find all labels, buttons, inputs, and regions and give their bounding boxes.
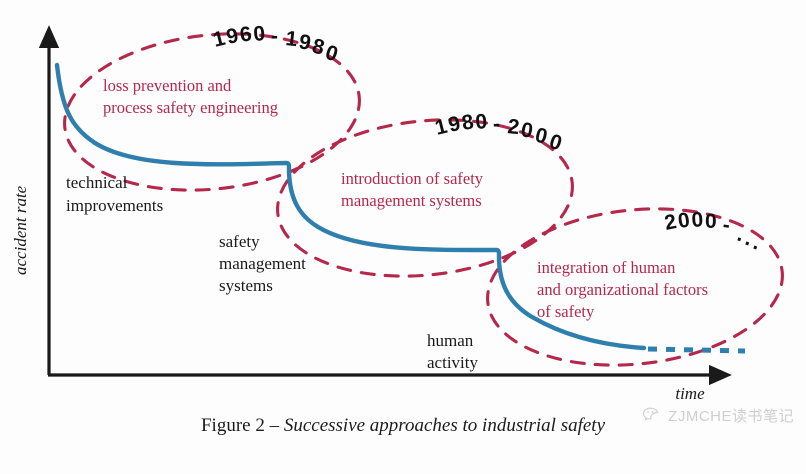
figure-caption-title: Successive approaches to industrial safe…	[283, 415, 606, 436]
era2-char: 0	[519, 118, 535, 143]
era2-char: 8	[460, 110, 475, 135]
era-2000-onward-theme-line3: of safety	[537, 302, 595, 321]
era-1980-2000: 1 9 8 0 - 2 0 0 0 introduction of safety…	[219, 110, 565, 295]
driver-technical-improvements-line1: technical	[66, 173, 128, 192]
era3-char: 0	[705, 210, 717, 233]
driver-human-activity-line2: activity	[427, 353, 478, 372]
figure-caption: Figure 2 – Successive approaches to indu…	[0, 415, 806, 437]
era1-char: -	[271, 25, 278, 48]
era1-char: 9	[297, 30, 313, 55]
driver-technical-improvements-line2: improvements	[66, 196, 163, 215]
driver-safety-management-systems-line1: safety	[219, 232, 260, 251]
ellipse-era-2000-onward	[486, 207, 784, 367]
watermark-text: ZJMCHE读书笔记	[668, 408, 794, 425]
era-2000-onward-theme-line2: and organizational factors	[537, 280, 708, 299]
era3-char: 0	[676, 209, 691, 233]
era3-char: -	[721, 213, 731, 237]
era2-char: 0	[474, 110, 488, 134]
era-ellipses-group	[63, 32, 784, 367]
driver-safety-management-systems-line2: management	[219, 254, 306, 273]
era2-char: 0	[533, 124, 550, 149]
era1-char: 9	[224, 24, 240, 49]
era2-char: 0	[546, 130, 564, 155]
era-2000-onward-theme-line1: integration of human	[537, 258, 675, 277]
era-1960-1980-theme-line1: loss prevention and	[103, 76, 232, 95]
wechat-icon	[643, 407, 663, 424]
axes-group: accident rate time	[11, 25, 732, 403]
accident-rate-curve-group	[54, 62, 746, 354]
era-1960-1980-theme-line2: process safety engineering	[103, 98, 278, 117]
driver-safety-management-systems-line3: systems	[219, 276, 273, 295]
era-2000-onward-period-label: 2 0 0 0 - . . .	[663, 208, 764, 254]
figure-caption-prefix: Figure 2 –	[200, 415, 284, 436]
era-1980-2000-theme-line2: management systems	[341, 191, 482, 210]
accident-rate-curve	[54, 62, 647, 351]
era-1980-2000-period-label: 1 9 8 0 - 2 0 0 0	[433, 110, 565, 155]
accident-rate-curve-projection	[647, 346, 746, 354]
era1-char: 1	[284, 27, 298, 51]
y-axis-label: accident rate	[11, 185, 30, 275]
ellipse-era-1980-2000	[276, 118, 574, 278]
era2-char: 9	[446, 112, 462, 137]
era1-char: 0	[252, 22, 266, 46]
ellipse-era-1960-1980	[63, 32, 361, 192]
era3-char: 0	[691, 208, 704, 232]
era3-char: .	[735, 223, 747, 247]
x-axis-label: time	[675, 384, 705, 403]
era-1960-1980: 1 9 6 0 - 1 9 8 0 loss prevention and pr…	[66, 22, 341, 215]
watermark: ZJMCHE读书笔记	[643, 405, 794, 426]
era2-char: -	[493, 113, 500, 136]
driver-human-activity-line1: human	[427, 331, 474, 350]
era2-char: 2	[506, 115, 520, 139]
era1-char: 6	[238, 22, 253, 47]
era-1980-2000-theme-line1: introduction of safety	[341, 169, 484, 188]
era-1960-1980-period-label: 1 9 6 0 - 1 9 8 0	[211, 22, 341, 66]
era3-char: 2	[663, 210, 679, 235]
